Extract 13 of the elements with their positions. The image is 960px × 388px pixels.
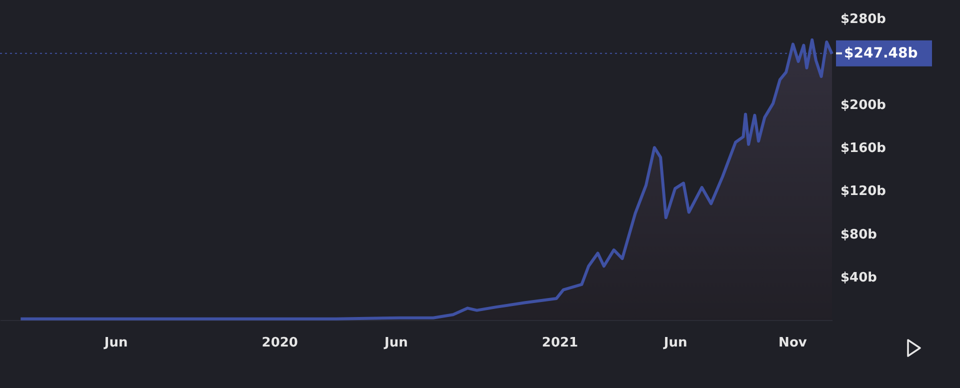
y-tick-label: $160b [840,141,886,156]
y-tick-label: $200b [840,98,886,114]
x-tick-label: Nov [778,336,808,350]
x-tick-label: 2021 [542,336,578,350]
ref-line-label: $247.48b [844,45,918,62]
y-tick-label: $40b [840,270,877,286]
y-tick-label: $80b [840,227,877,242]
y-tick-label: $120b [840,184,886,200]
y-tick-label: $280b [840,12,886,27]
x-tick-label: Jun [103,336,128,350]
x-tick-label: Jun [662,336,688,350]
x-tick-label: Jun [384,336,408,350]
x-tick-label: 2020 [262,336,298,350]
